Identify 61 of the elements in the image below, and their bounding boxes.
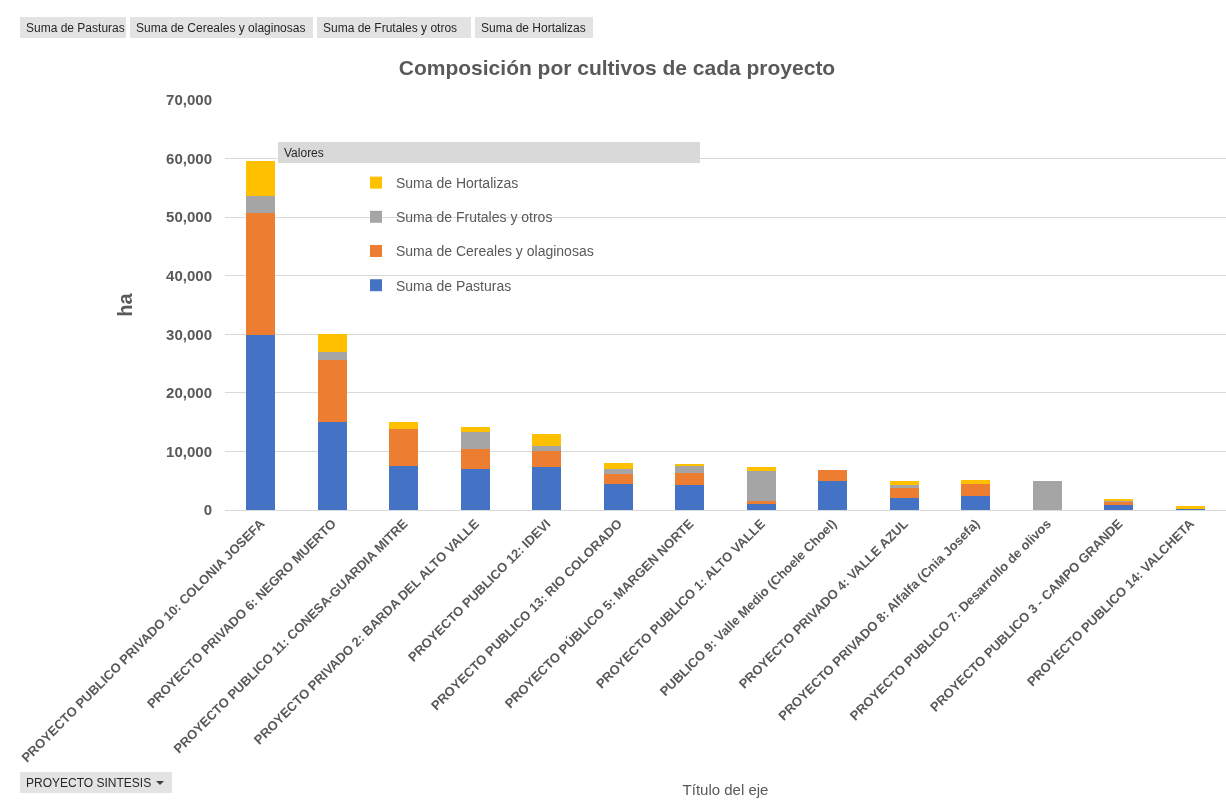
bar xyxy=(746,504,776,510)
bar xyxy=(889,484,919,488)
bar xyxy=(532,433,562,446)
bar xyxy=(603,463,633,469)
legend-label: Suma de Pasturas xyxy=(396,277,512,294)
bar xyxy=(746,467,776,472)
text: Suma de Hortalizas xyxy=(481,21,586,35)
bar xyxy=(460,469,490,510)
bar xyxy=(889,487,919,498)
bar xyxy=(603,469,633,475)
y-tick-label: 0 xyxy=(203,501,212,519)
bar xyxy=(317,360,347,423)
y-tick-label: 30,000 xyxy=(166,325,212,343)
y-tick-label: 20,000 xyxy=(166,384,212,402)
bar xyxy=(961,495,991,510)
bar xyxy=(532,450,562,468)
bar xyxy=(389,422,419,429)
bar xyxy=(460,431,490,449)
text: Suma de Frutales y otros xyxy=(323,21,458,35)
bar xyxy=(889,497,919,510)
bar xyxy=(603,484,633,510)
bar xyxy=(889,480,919,485)
bar xyxy=(460,427,490,432)
bar xyxy=(675,485,705,510)
y-tick-label: 40,000 xyxy=(166,266,212,284)
bar xyxy=(246,213,276,336)
bar xyxy=(961,483,991,496)
bar xyxy=(746,471,776,501)
y-axis-title: ha xyxy=(113,292,136,317)
y-tick-label: 60,000 xyxy=(166,149,212,167)
legend-label: Suma de Cereales y olaginosas xyxy=(396,243,594,260)
bar xyxy=(603,474,633,485)
bar xyxy=(246,335,276,510)
text: Suma de Pasturas xyxy=(26,21,125,35)
bar xyxy=(818,469,848,481)
y-tick-label: 70,000 xyxy=(166,91,212,109)
bar xyxy=(675,465,705,473)
y-tick-label: 50,000 xyxy=(166,208,212,226)
bar xyxy=(532,445,562,451)
legend-title: Valores xyxy=(284,146,324,160)
bar xyxy=(532,467,562,510)
bar xyxy=(961,480,991,484)
chart-title: Composición por cultivos de cada proyecto xyxy=(398,56,836,80)
bar xyxy=(246,196,276,214)
bar xyxy=(246,160,276,197)
bar xyxy=(818,480,848,510)
bar xyxy=(675,472,705,486)
bar xyxy=(317,351,347,361)
text: Suma de Cereales y olaginosas xyxy=(136,21,306,35)
x-axis-title: Título del eje xyxy=(682,781,769,799)
bar xyxy=(389,466,419,510)
bar xyxy=(1104,504,1134,510)
bar xyxy=(389,428,419,467)
bar xyxy=(317,334,347,352)
bar xyxy=(317,422,347,510)
legend-label: Suma de Frutales y otros xyxy=(396,209,553,226)
legend-label: Suma de Hortalizas xyxy=(396,175,519,192)
bar xyxy=(460,448,490,469)
bar xyxy=(1032,480,1062,510)
y-tick-label: 10,000 xyxy=(166,442,212,460)
text: PROYECTO SINTESIS xyxy=(26,776,152,790)
